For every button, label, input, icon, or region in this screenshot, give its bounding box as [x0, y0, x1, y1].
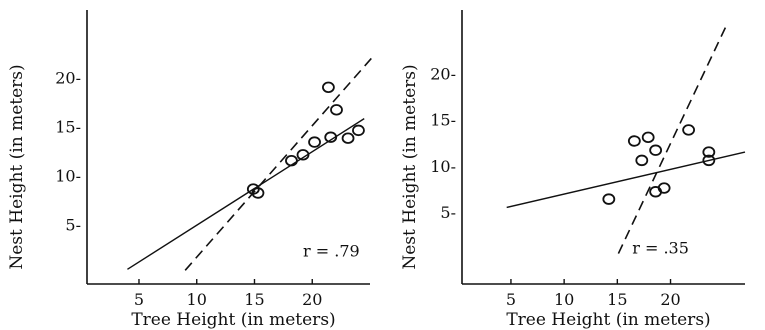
x-tick-label: 5	[506, 290, 516, 309]
y-tick-label: 10-	[55, 166, 81, 185]
data-point	[324, 131, 338, 143]
data-point	[657, 182, 671, 194]
y-tick-label: 20-	[430, 65, 456, 84]
correlation-annotation: r = .35	[632, 239, 689, 258]
data-point	[627, 135, 641, 147]
data-point	[352, 124, 365, 137]
x-axis-label: Tree Height (in meters)	[131, 310, 335, 330]
data-point	[308, 136, 321, 148]
data-point	[602, 193, 616, 205]
x-axis-label: Tree Height (in meters)	[506, 310, 710, 330]
x-tick-label: 10	[187, 290, 207, 309]
y-tick-label: 20-	[55, 69, 81, 88]
data-point	[641, 131, 655, 144]
x-tick-label: 15	[607, 290, 627, 309]
y-tick-label: 5-	[440, 203, 456, 222]
data-point	[682, 124, 696, 136]
data-point	[341, 132, 355, 144]
data-point	[251, 187, 265, 199]
data-point	[285, 154, 298, 167]
dashed-reference-line	[617, 26, 727, 254]
dashed-reference-line	[184, 55, 375, 271]
data-point	[296, 149, 310, 161]
data-point	[635, 154, 649, 167]
x-tick-label: 15	[244, 290, 264, 309]
y-tick-label: 15-	[430, 111, 456, 130]
y-tick-label: 10-	[430, 157, 456, 176]
x-tick-label: 10	[554, 290, 574, 309]
regression-line	[127, 118, 365, 270]
x-tick-label: 20	[302, 290, 322, 309]
regression-line	[506, 151, 746, 209]
chart-panel-1: 5 10 15 20 5- 10- 15- 20- Tree Height (in meters…	[7, 10, 375, 330]
y-tick-label: 15-	[55, 117, 81, 136]
x-tick-label: 5	[134, 290, 144, 309]
data-point	[702, 146, 716, 158]
correlation-annotation: r = .79	[303, 242, 360, 261]
data-point	[330, 104, 343, 116]
y-axis-label: Nest Height (in meters)	[7, 64, 27, 269]
y-axis-label: Nest Height (in meters)	[400, 64, 420, 269]
data-point	[322, 81, 335, 94]
y-tick-label: 5-	[65, 215, 81, 234]
data-point	[702, 154, 716, 167]
chart-panel-2: 5 10 15 20 5- 10- 15- 20- Tree Height (in meters…	[400, 10, 746, 330]
data-point	[649, 144, 663, 156]
x-tick-label: 20	[660, 290, 680, 309]
